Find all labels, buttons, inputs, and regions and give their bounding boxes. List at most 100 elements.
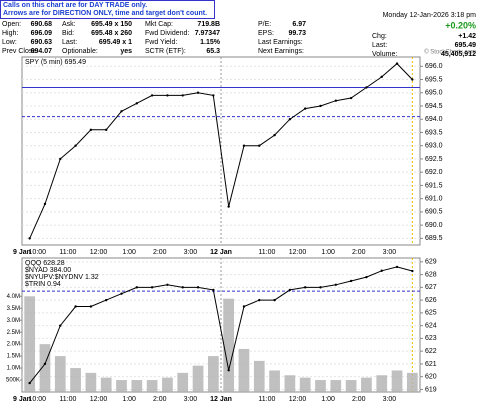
price-point <box>150 94 154 97</box>
volume-bar <box>299 377 311 392</box>
x-tick-label: 1:00 <box>321 396 335 403</box>
price-point <box>135 286 139 289</box>
volume-bar <box>315 380 326 392</box>
y-tick-label: 626 <box>425 297 437 304</box>
price-point <box>349 96 353 100</box>
quote-label: EPS: <box>258 30 274 37</box>
quote-value: 1.15% <box>200 39 221 46</box>
price-point <box>166 94 169 97</box>
quote-value: yes <box>120 48 132 55</box>
price-point <box>59 157 62 161</box>
volume-bar <box>330 380 342 392</box>
x-tick-label: 12 Jan <box>210 396 232 403</box>
y-tick-label: 622 <box>425 348 437 355</box>
price-point <box>349 279 353 283</box>
y-tick-label: 693.0 <box>425 143 443 150</box>
price-point <box>319 104 322 108</box>
price-point <box>43 362 47 366</box>
price-point <box>303 286 307 289</box>
legend-entry: QQQ 628.28 <box>25 260 65 267</box>
price-point <box>196 91 200 94</box>
quote-label: Mkt Cap: <box>145 21 173 28</box>
volume-bar <box>238 348 250 392</box>
y-tick-label: 692.0 <box>425 169 443 176</box>
price-point <box>411 78 414 81</box>
price-point <box>258 298 261 302</box>
x-tick-label: 9 Jan <box>13 396 31 403</box>
y-tick-label: 625 <box>425 310 437 317</box>
quote-label: High: <box>2 30 18 37</box>
y-tick-label: 624 <box>425 322 437 329</box>
legend-entry: SPY (5 min) 695.49 <box>25 59 86 66</box>
x-tick-label: 2:00 <box>153 396 167 403</box>
price-point <box>380 75 383 79</box>
quote-value: 45,405,912 <box>441 51 476 58</box>
volume-bar <box>146 380 158 392</box>
notice-line: Calls on this chart are for DAY TRADE on… <box>3 2 147 9</box>
volume-bar <box>24 296 36 392</box>
y-tick-label: 627 <box>425 284 437 291</box>
pct-change: +0.20% <box>445 20 476 30</box>
quote-value: 65.3 <box>206 48 220 55</box>
y-tick-label: 695.5 <box>425 76 443 83</box>
volume-bar <box>162 377 173 392</box>
x-tick-label: 3:00 <box>184 396 198 403</box>
volume-bar <box>192 365 204 392</box>
quote-label: Last Earnings: <box>258 39 303 46</box>
volume-bar <box>253 360 265 392</box>
quote-label: Last: <box>372 42 387 49</box>
x-tick-label: 3:00 <box>383 396 397 403</box>
legend-entry: $NYAD 384.00 <box>25 267 71 274</box>
y-tick-label: 623 <box>425 335 437 342</box>
y-tick-label: 696.0 <box>425 63 443 70</box>
quote-value: 695.48 x 260 <box>91 30 132 37</box>
quote-value: 719.8B <box>197 21 220 28</box>
quote-value: 696.09 <box>31 30 53 37</box>
notice-box <box>0 0 215 19</box>
quote-value: 99.73 <box>288 30 306 37</box>
price-point <box>74 305 77 308</box>
volume-tick-label: 4.0M <box>7 294 20 300</box>
price-point <box>288 118 292 121</box>
price-point <box>242 144 246 147</box>
x-tick-label: 1:00 <box>122 249 136 256</box>
quote-label: Next Earnings: <box>258 48 304 55</box>
price-point <box>273 298 276 302</box>
price-point <box>395 265 399 269</box>
volume-bar <box>391 370 403 392</box>
price-point <box>303 107 307 110</box>
quote-value: 7.97347 <box>195 30 220 37</box>
volume-bar <box>70 368 81 392</box>
x-tick-label: 3:00 <box>383 249 397 256</box>
volume-bar <box>223 298 235 392</box>
quote-value: 695.49 <box>455 42 477 49</box>
volume-bar <box>207 356 219 392</box>
volume-tick-label: 2.5M <box>7 330 20 336</box>
y-tick-label: 691.5 <box>425 182 443 189</box>
y-tick-label: 690.5 <box>425 209 443 216</box>
price-point <box>196 286 200 289</box>
volume-bar <box>269 370 280 392</box>
y-tick-label: 628 <box>425 271 437 278</box>
price-point <box>89 305 93 308</box>
volume-bar <box>39 344 51 392</box>
price-point <box>334 283 338 286</box>
volume-bar <box>376 375 388 392</box>
price-point <box>365 275 368 279</box>
price-point <box>258 144 261 147</box>
price-point <box>104 128 108 132</box>
volume-bar <box>116 380 127 392</box>
price-point <box>28 237 31 240</box>
quote-label: Chg: <box>372 33 387 40</box>
x-tick-label: 11:00 <box>258 249 275 256</box>
volume-bar <box>345 380 357 392</box>
x-tick-label: 2:00 <box>352 249 366 256</box>
y-tick-label: 689.5 <box>425 235 443 242</box>
price-point <box>43 202 47 206</box>
price-point <box>395 62 399 65</box>
copyright: © StockCharts.com <box>424 49 476 56</box>
y-tick-label: 619 <box>425 386 437 393</box>
volume-bar <box>131 380 143 392</box>
quote-label: Low: <box>2 39 17 46</box>
